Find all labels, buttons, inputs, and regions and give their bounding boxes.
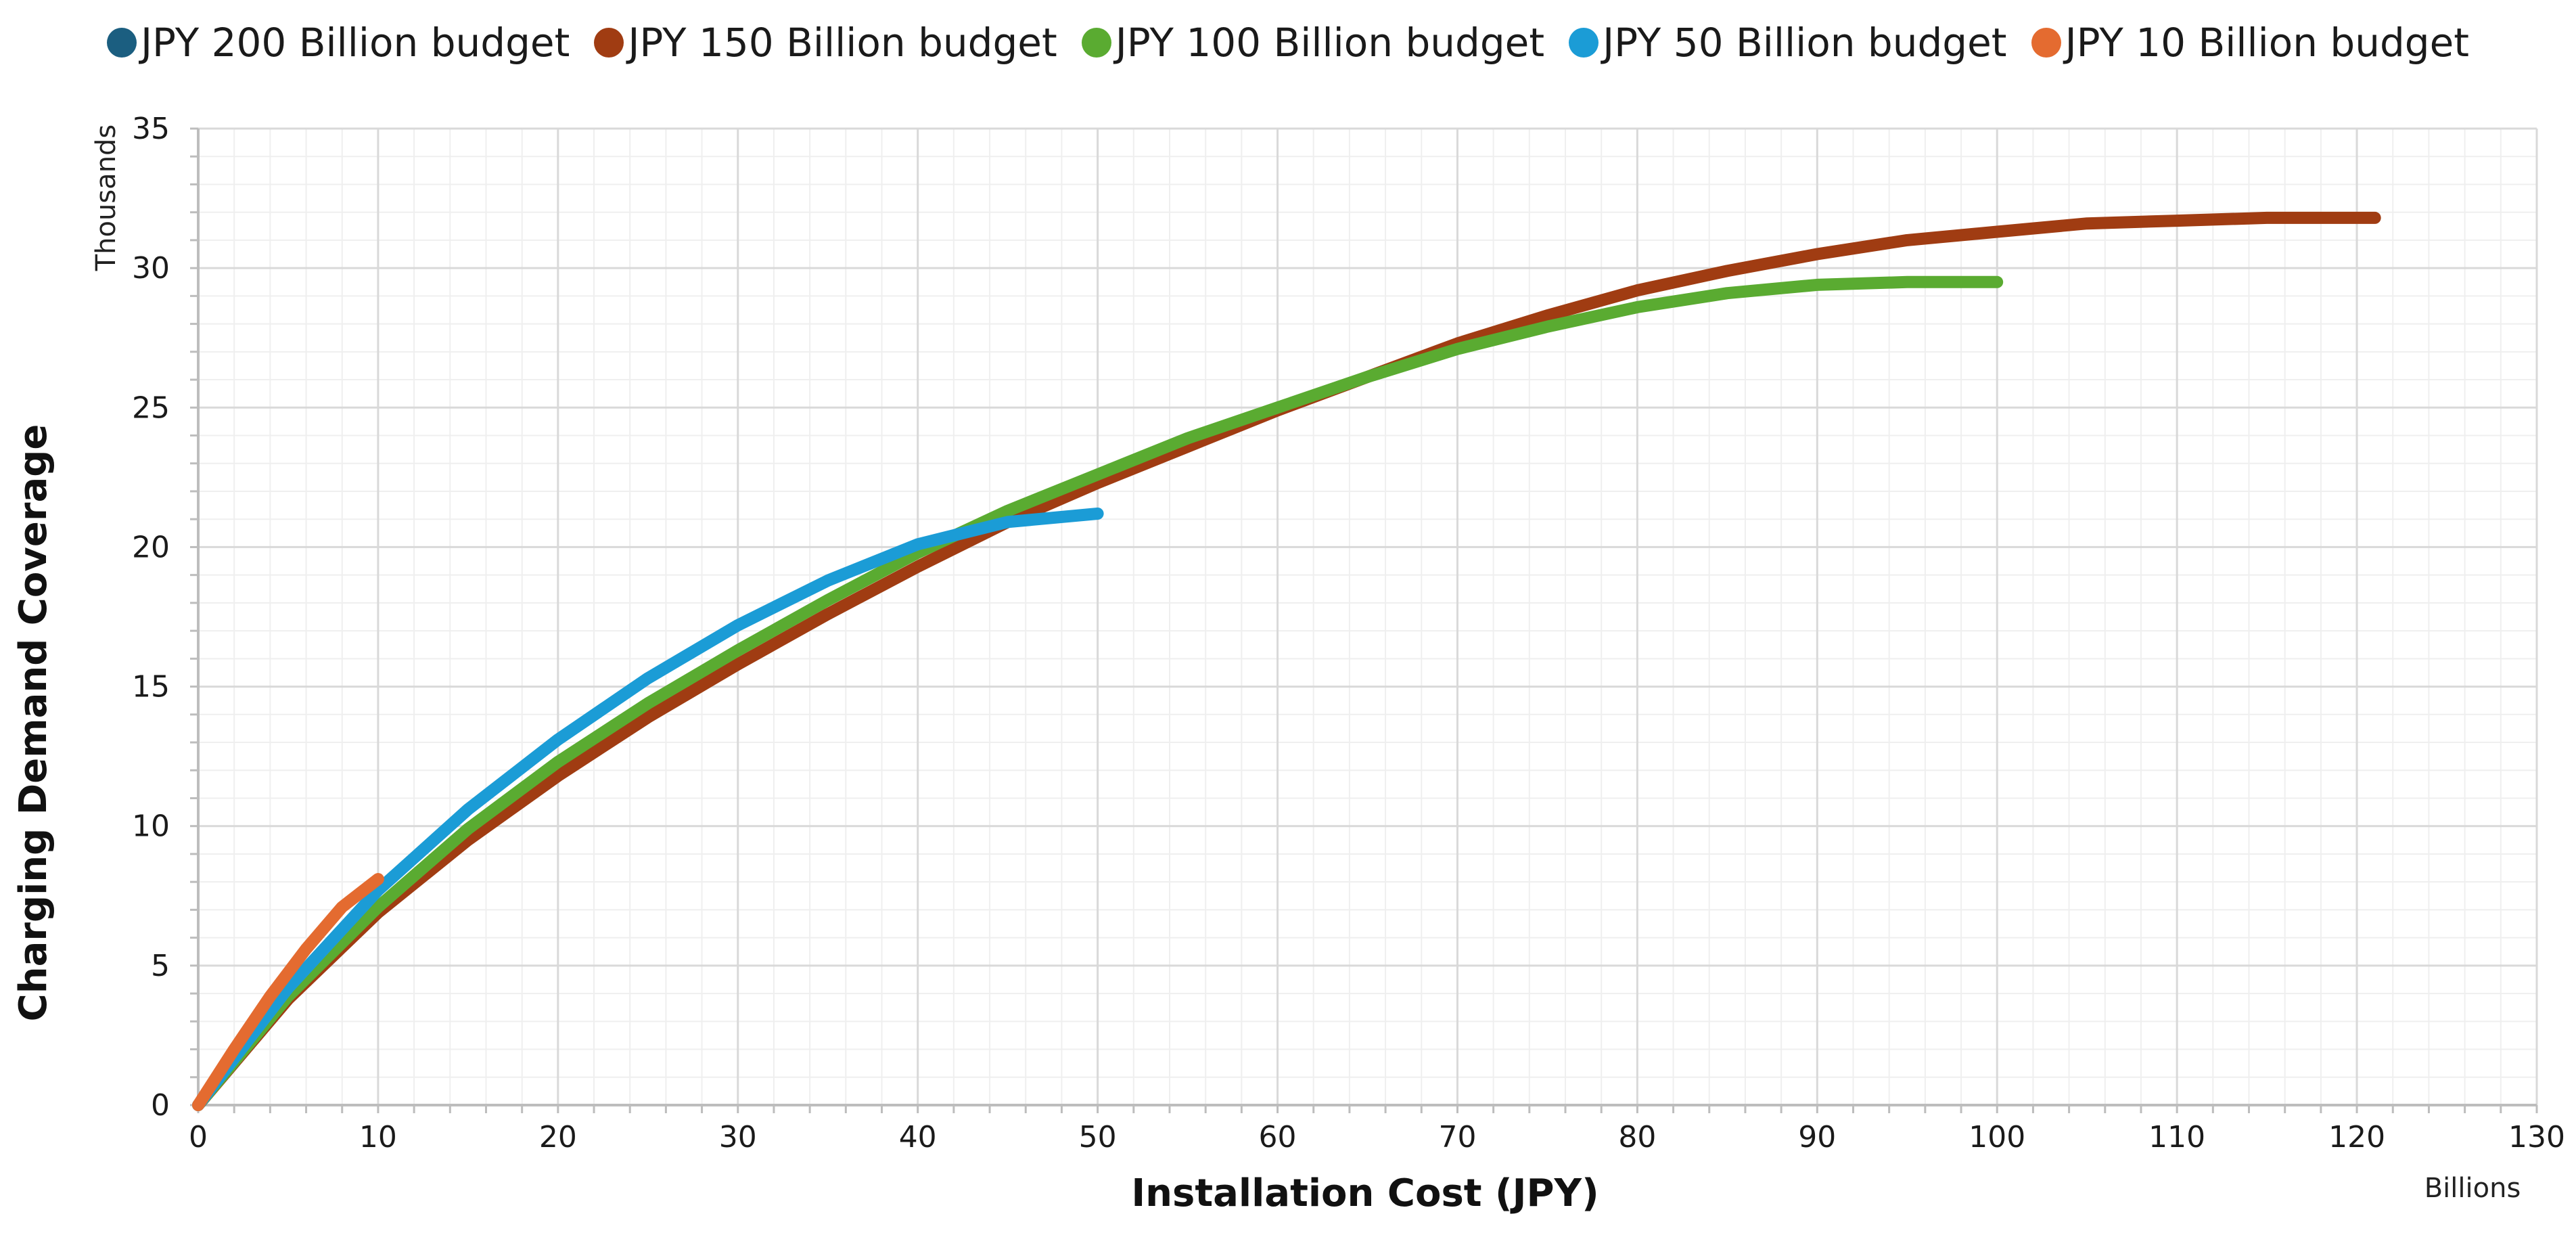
x-tick-label: 40: [899, 1120, 937, 1154]
legend-label: JPY 200 Billion budget: [140, 20, 570, 66]
series-lines: [192, 211, 2381, 1111]
x-tick-label: 50: [1079, 1120, 1117, 1154]
y-tick-label: 0: [151, 1088, 170, 1123]
x-tick-labels: 0 10 20 30 40 50 60 70 80 90 100 110 120 130: [189, 1120, 2565, 1154]
legend-item[interactable]: JPY 50 Billion budget: [1569, 20, 2007, 66]
legend-label: JPY 150 Billion budget: [628, 20, 1057, 66]
legend-item[interactable]: JPY 10 Billion budget: [2031, 20, 2469, 66]
legend-label: JPY 50 Billion budget: [1603, 20, 2007, 66]
y-tick-label: 10: [132, 809, 170, 844]
y-axis-label: Charging Demand Coverage: [12, 424, 55, 1022]
minor-gridlines: [198, 128, 2537, 1106]
legend-label: JPY 100 Billion budget: [1115, 20, 1545, 66]
x-tick-label: 90: [1798, 1120, 1836, 1154]
legend-label: JPY 10 Billion budget: [2065, 20, 2470, 66]
series-line-2[interactable]: [192, 275, 2004, 1111]
legend-marker-icon: [2031, 28, 2061, 58]
x-tick-label: 60: [1259, 1120, 1297, 1154]
x-axis-label: Installation Cost (JPY): [1131, 1171, 1598, 1215]
legend-item[interactable]: JPY 100 Billion budget: [1081, 20, 1545, 66]
legend-item[interactable]: JPY 200 Billion budget: [106, 20, 570, 66]
major-gridlines: [197, 127, 2538, 1106]
x-tick-label: 20: [539, 1120, 577, 1154]
y-tick-label: 15: [132, 670, 170, 704]
x-tick-label: 30: [719, 1120, 757, 1154]
legend-marker-icon: [594, 28, 624, 58]
legend-item[interactable]: JPY 150 Billion budget: [594, 20, 1057, 66]
y-tick-label: 30: [132, 251, 170, 286]
y-tick-label: 25: [132, 390, 170, 425]
y-tick-label: 20: [132, 530, 170, 564]
x-tick-label: 120: [2328, 1120, 2385, 1154]
y-tick-label: 5: [151, 949, 170, 983]
series-line-3[interactable]: [192, 508, 1104, 1111]
series-line-4[interactable]: [192, 873, 384, 1111]
chart-legend: JPY 200 Billion budget JPY 150 Billion bu…: [0, 12, 2576, 73]
x-tick-label: 70: [1438, 1120, 1476, 1154]
series-line-1[interactable]: [192, 211, 2381, 1111]
x-tick-label: 100: [1969, 1120, 2025, 1154]
x-unit-label: Billions: [2424, 1173, 2521, 1204]
y-tick-label: 35: [132, 112, 170, 146]
y-tick-labels: 0 5 10 15 20 25 30 35: [132, 112, 170, 1123]
y-unit-label: Thousands: [91, 125, 122, 272]
legend-marker-icon: [1569, 28, 1599, 58]
x-tick-label: 10: [359, 1120, 397, 1154]
x-tick-label: 80: [1618, 1120, 1656, 1154]
legend-marker-icon: [1081, 28, 1111, 58]
x-tick-label: 110: [2148, 1120, 2205, 1154]
x-tick-label: 0: [189, 1120, 208, 1154]
legend-marker-icon: [106, 28, 137, 58]
x-tick-label: 130: [2508, 1120, 2565, 1154]
axes: [190, 127, 2538, 1113]
